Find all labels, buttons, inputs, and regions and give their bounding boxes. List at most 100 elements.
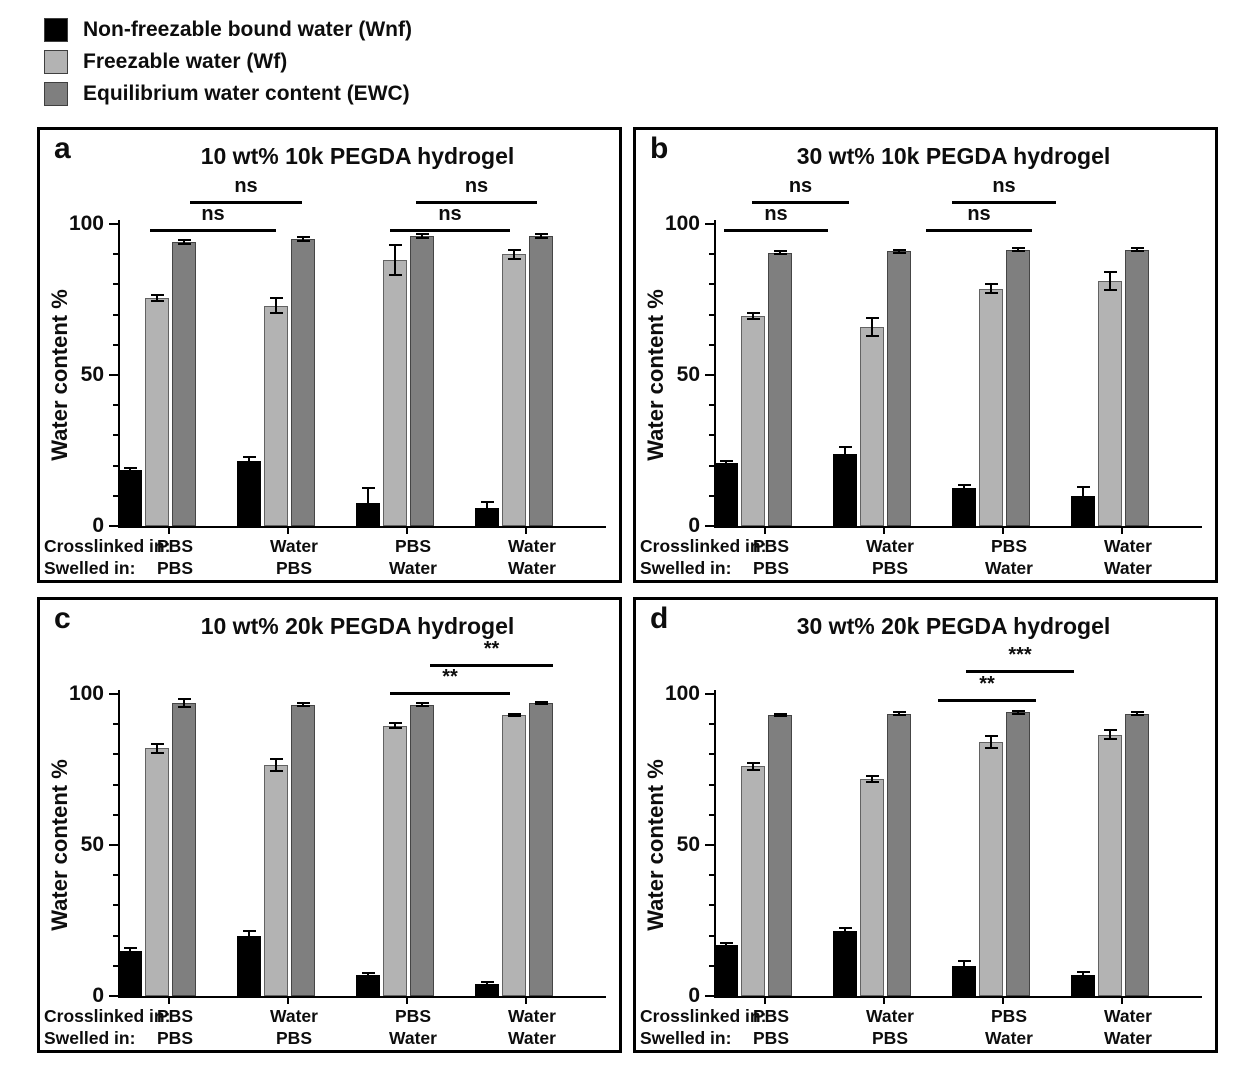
error-bar-cap bbox=[177, 239, 191, 242]
legend-swatch-ewc bbox=[44, 82, 68, 106]
error-bar-cap bbox=[534, 236, 548, 239]
x-axis-line bbox=[714, 996, 1202, 998]
y-major-tick bbox=[109, 693, 118, 695]
y-axis-line bbox=[714, 690, 716, 998]
y-minor-tick bbox=[113, 404, 118, 407]
bar-wnf bbox=[118, 470, 142, 526]
bar-ewc bbox=[291, 239, 315, 526]
y-tick-label: 50 bbox=[80, 833, 104, 856]
error-bar-cap bbox=[361, 975, 375, 978]
error-bar-cap bbox=[719, 945, 733, 948]
x-group-crosslinked-label: PBS bbox=[753, 1006, 789, 1026]
x-group-crosslinked-label: PBS bbox=[395, 536, 431, 556]
error-bar-cap bbox=[507, 257, 521, 260]
x-group-swelled-label: Water bbox=[1104, 558, 1152, 578]
y-tick-label: 0 bbox=[688, 984, 700, 1007]
y-major-tick bbox=[705, 223, 714, 225]
significance-label: ns bbox=[234, 175, 258, 197]
error-bar-cap bbox=[957, 969, 971, 972]
bar-wf bbox=[383, 725, 407, 996]
y-tick-label: 100 bbox=[664, 682, 700, 705]
error-bar-line bbox=[725, 460, 727, 465]
y-tick-label: 100 bbox=[68, 682, 104, 705]
error-bar-cap bbox=[123, 947, 137, 950]
significance-label: *** bbox=[1008, 644, 1032, 666]
error-bar-cap bbox=[123, 466, 137, 469]
error-bar-cap bbox=[242, 455, 256, 458]
bar-wf bbox=[860, 326, 884, 526]
y-major-tick bbox=[109, 844, 118, 846]
significance-line bbox=[724, 229, 828, 232]
y-major-tick bbox=[109, 995, 118, 997]
error-bar-cap bbox=[1011, 709, 1025, 712]
error-bar-line bbox=[183, 240, 185, 244]
y-minor-tick bbox=[709, 253, 714, 256]
error-bar-cap bbox=[892, 251, 906, 254]
error-bar-cap bbox=[1103, 271, 1117, 274]
error-bar-line bbox=[394, 245, 396, 276]
error-bar-cap bbox=[150, 293, 164, 296]
x-group-swelled-label: Water bbox=[1104, 1028, 1152, 1048]
error-bar-cap bbox=[746, 768, 760, 771]
error-bar-line bbox=[367, 973, 369, 977]
error-bar-cap bbox=[415, 232, 429, 235]
x-group-tick bbox=[883, 998, 885, 1004]
bar-wf bbox=[1098, 281, 1122, 526]
error-bar-cap bbox=[773, 715, 787, 718]
significance-label: ** bbox=[979, 673, 995, 695]
bar-wf bbox=[502, 254, 526, 526]
significance-line bbox=[966, 670, 1074, 673]
bar-wf bbox=[264, 764, 288, 996]
bar-wnf bbox=[475, 983, 499, 996]
error-bar-cap bbox=[177, 242, 191, 245]
y-minor-tick bbox=[709, 494, 714, 497]
error-bar-cap bbox=[865, 316, 879, 319]
y-minor-tick bbox=[113, 494, 118, 497]
x-axis-line bbox=[714, 526, 1202, 528]
y-minor-tick bbox=[113, 753, 118, 756]
error-bar-cap bbox=[746, 762, 760, 765]
error-bar-cap bbox=[773, 712, 787, 715]
panel-letter: a bbox=[54, 132, 71, 165]
bar-ewc bbox=[768, 252, 792, 526]
x-group-swelled-label: PBS bbox=[276, 1028, 312, 1048]
x-row-swelled-prefix: Swelled in: bbox=[640, 1028, 732, 1048]
bar-wf bbox=[383, 260, 407, 526]
y-minor-tick bbox=[709, 464, 714, 467]
y-minor-tick bbox=[709, 783, 714, 786]
x-group-tick bbox=[168, 528, 170, 534]
error-bar-line bbox=[871, 317, 873, 336]
error-bar-cap bbox=[1076, 976, 1090, 979]
error-bar-cap bbox=[1076, 970, 1090, 973]
error-bar-cap bbox=[534, 233, 548, 236]
error-bar-cap bbox=[242, 464, 256, 467]
error-bar-line bbox=[990, 284, 992, 294]
error-bar-cap bbox=[480, 512, 494, 515]
error-bar-cap bbox=[1011, 250, 1025, 253]
error-bar-cap bbox=[269, 770, 283, 772]
bar-wf bbox=[741, 766, 765, 996]
bar-wf bbox=[264, 305, 288, 526]
significance-label: ns bbox=[992, 175, 1016, 197]
x-group-crosslinked-label: PBS bbox=[991, 536, 1027, 556]
y-minor-tick bbox=[113, 904, 118, 907]
error-bar-cap bbox=[296, 236, 310, 239]
y-major-tick bbox=[109, 223, 118, 225]
x-group-crosslinked-label: Water bbox=[866, 1006, 914, 1026]
error-bar-cap bbox=[984, 735, 998, 738]
legend-item-wnf: Non-freezable bound water (Wnf) bbox=[44, 14, 412, 46]
error-bar-cap bbox=[123, 952, 137, 955]
y-minor-tick bbox=[113, 934, 118, 937]
error-bar-line bbox=[725, 942, 727, 947]
error-bar-line bbox=[248, 931, 250, 941]
error-bar-line bbox=[275, 297, 277, 314]
error-bar-cap bbox=[480, 984, 494, 987]
error-bar-cap bbox=[480, 981, 494, 984]
x-group-crosslinked-label: PBS bbox=[157, 1006, 193, 1026]
y-minor-tick bbox=[709, 723, 714, 726]
error-bar-cap bbox=[242, 939, 256, 942]
error-bar-line bbox=[1136, 712, 1138, 715]
bar-wnf bbox=[833, 931, 857, 996]
error-bar-cap bbox=[1076, 485, 1090, 488]
x-row-crosslinked-prefix: Crosslinked in: bbox=[44, 536, 171, 556]
